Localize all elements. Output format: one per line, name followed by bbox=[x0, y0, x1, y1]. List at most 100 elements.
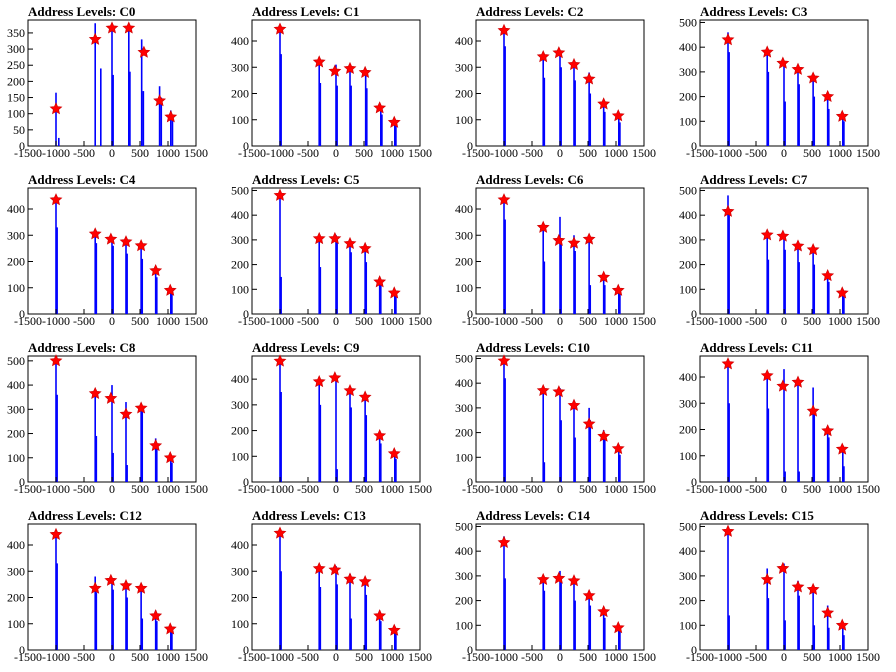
peak-marker bbox=[552, 385, 566, 398]
x-tick-label: 1000 bbox=[156, 146, 180, 160]
y-tick-label: 100 bbox=[231, 449, 249, 463]
x-tick-label: 1500 bbox=[408, 314, 432, 328]
x-tick-label: -1000 bbox=[266, 650, 294, 664]
peak-marker bbox=[567, 236, 581, 249]
y-tick-label: 500 bbox=[231, 183, 249, 197]
chart-title: Address Levels: C12 bbox=[28, 508, 142, 523]
x-tick-label: -1500 bbox=[462, 650, 490, 664]
y-tick-label: 0 bbox=[243, 307, 249, 321]
peak-marker bbox=[49, 354, 63, 367]
peak-marker bbox=[536, 572, 550, 586]
x-tick-label: -1500 bbox=[238, 650, 266, 664]
x-tick-label: 1500 bbox=[856, 314, 880, 328]
y-tick-label: 100 bbox=[679, 114, 697, 128]
peak-marker bbox=[552, 571, 566, 584]
x-tick-label: -1000 bbox=[266, 482, 294, 496]
x-tick-label: -1500 bbox=[686, 650, 714, 664]
y-tick-label: 0 bbox=[19, 139, 25, 153]
y-tick-label: 0 bbox=[19, 475, 25, 489]
chart-panel: Address Levels: C10 0 100 200 300 400 500 -1500… bbox=[455, 340, 656, 496]
x-tick-label: -1000 bbox=[714, 650, 742, 664]
x-tick-label: 1500 bbox=[408, 482, 432, 496]
x-tick-label: -1000 bbox=[714, 482, 742, 496]
y-tick-label: 100 bbox=[455, 113, 473, 127]
y-tick-label: 300 bbox=[455, 228, 473, 242]
x-tick-label: -1000 bbox=[42, 482, 70, 496]
x-tick-label: -1000 bbox=[266, 314, 294, 328]
y-tick-label: 100 bbox=[231, 113, 249, 127]
chart-panel: Address Levels: C15 0 100 200 300 400 500 -1500… bbox=[679, 508, 880, 664]
y-tick-label: 0 bbox=[19, 307, 25, 321]
y-tick-label: 300 bbox=[231, 60, 249, 74]
x-tick-label: -500 bbox=[297, 650, 319, 664]
peak-marker bbox=[328, 231, 342, 245]
y-tick-label: 0 bbox=[467, 475, 473, 489]
x-tick-label: 0 bbox=[557, 650, 563, 664]
y-tick-label: 200 bbox=[455, 426, 473, 440]
y-tick-label: 400 bbox=[231, 34, 249, 48]
x-tick-label: 0 bbox=[333, 314, 339, 328]
y-tick-label: 400 bbox=[7, 202, 25, 216]
x-tick-label: -1000 bbox=[714, 314, 742, 328]
peak-marker bbox=[611, 441, 625, 455]
x-tick-label: 0 bbox=[109, 146, 115, 160]
y-tick-label: 350 bbox=[7, 26, 25, 40]
peak-marker bbox=[760, 572, 774, 586]
y-tick-label: 250 bbox=[7, 58, 25, 72]
x-tick-label: 1000 bbox=[604, 146, 628, 160]
peak-marker bbox=[104, 573, 118, 586]
peak-marker bbox=[273, 188, 287, 201]
y-tick-label: 400 bbox=[7, 378, 25, 392]
peak-marker bbox=[806, 404, 820, 417]
peak-marker bbox=[582, 72, 596, 85]
peak-marker bbox=[88, 227, 102, 240]
chart-panel: Address Levels: C2 0 100 200 300 400 -1500 -100… bbox=[455, 4, 656, 160]
y-tick-label: 400 bbox=[231, 538, 249, 552]
y-tick-label: 500 bbox=[455, 519, 473, 533]
peak-marker bbox=[821, 89, 835, 103]
chart-panel: Address Levels: C1 0 100 200 300 400 -1500 -100… bbox=[231, 4, 432, 160]
peak-marker bbox=[387, 623, 401, 636]
y-tick-label: 200 bbox=[231, 87, 249, 101]
chart-title: Address Levels: C9 bbox=[252, 340, 360, 355]
y-tick-label: 300 bbox=[679, 65, 697, 79]
y-tick-label: 0 bbox=[691, 643, 697, 657]
y-tick-label: 50 bbox=[13, 123, 25, 137]
x-tick-label: 1500 bbox=[632, 314, 656, 328]
x-tick-label: 1500 bbox=[632, 482, 656, 496]
x-tick-label: -500 bbox=[745, 314, 767, 328]
peak-marker bbox=[328, 563, 342, 576]
chart-title: Address Levels: C10 bbox=[476, 340, 590, 355]
x-tick-label: 0 bbox=[781, 482, 787, 496]
peak-marker bbox=[164, 110, 178, 123]
peak-marker bbox=[312, 55, 326, 68]
peak-marker bbox=[776, 379, 790, 392]
peak-marker bbox=[760, 228, 774, 241]
x-tick-label: 0 bbox=[333, 650, 339, 664]
x-tick-label: 0 bbox=[781, 314, 787, 328]
y-tick-label: 300 bbox=[7, 402, 25, 416]
y-tick-label: 200 bbox=[231, 424, 249, 438]
y-tick-label: 100 bbox=[7, 617, 25, 631]
x-tick-label: 1500 bbox=[856, 650, 880, 664]
peak-marker bbox=[273, 526, 287, 539]
x-tick-label: -1500 bbox=[238, 314, 266, 328]
y-tick-label: 500 bbox=[679, 183, 697, 197]
peak-marker bbox=[104, 232, 118, 245]
x-tick-label: -1000 bbox=[490, 482, 518, 496]
y-tick-label: 400 bbox=[679, 544, 697, 558]
x-tick-label: 500 bbox=[131, 482, 149, 496]
x-tick-label: 0 bbox=[557, 314, 563, 328]
x-tick-label: -1500 bbox=[462, 314, 490, 328]
peak-marker bbox=[312, 561, 326, 575]
x-tick-label: -1500 bbox=[14, 650, 42, 664]
x-tick-label: -1500 bbox=[14, 482, 42, 496]
peak-marker bbox=[776, 56, 790, 69]
x-tick-label: -500 bbox=[73, 314, 95, 328]
x-tick-label: 500 bbox=[803, 314, 821, 328]
y-tick-label: 0 bbox=[691, 139, 697, 153]
x-tick-label: 1500 bbox=[184, 482, 208, 496]
x-tick-label: -1000 bbox=[42, 146, 70, 160]
x-tick-label: -1000 bbox=[266, 146, 294, 160]
peak-marker bbox=[149, 263, 163, 277]
